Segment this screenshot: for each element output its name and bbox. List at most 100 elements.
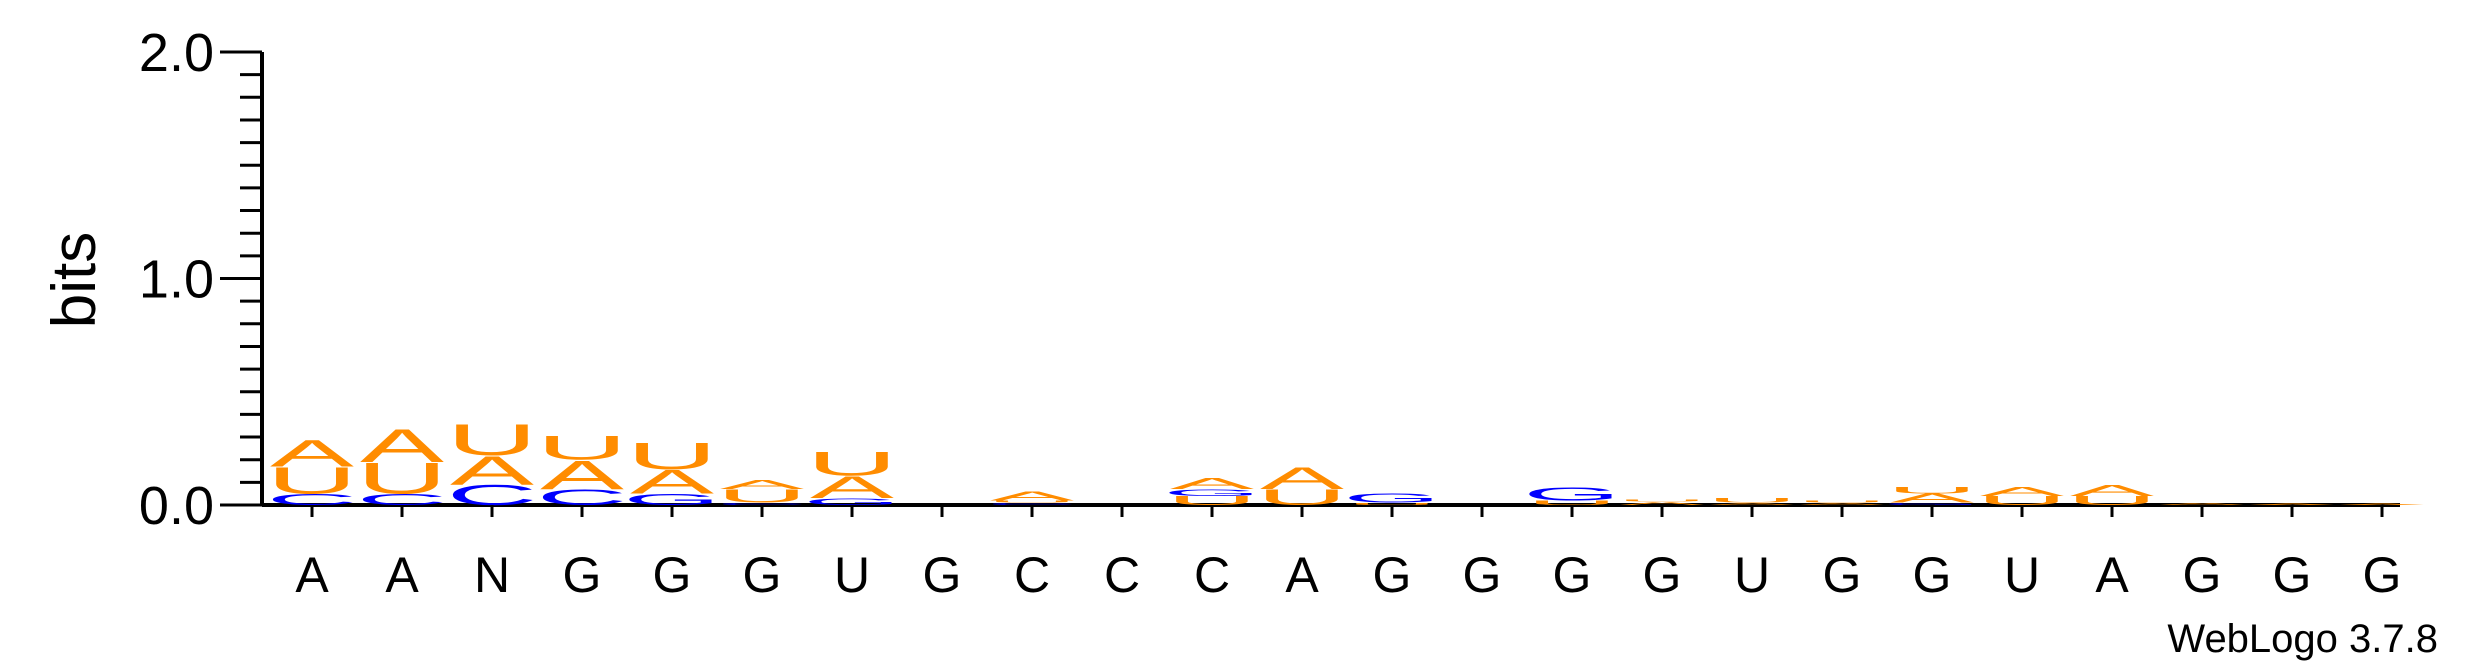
logo-letter-u: U bbox=[717, 486, 808, 507]
logo-letter-u: U bbox=[537, 428, 628, 467]
logo-letter-u: U bbox=[2067, 494, 2158, 508]
logo-letter-c: C bbox=[717, 502, 808, 506]
logo-letter-u: U bbox=[987, 500, 1078, 504]
letter-stack: CUA bbox=[987, 489, 1078, 506]
y-tick-label: 1.0 bbox=[139, 250, 214, 310]
x-tick-label: C bbox=[1014, 547, 1050, 603]
x-tick-label: A bbox=[2095, 547, 2129, 603]
logo-letter-u: U bbox=[1707, 497, 1798, 504]
logo-letter-g: G bbox=[1523, 483, 1621, 504]
x-tick-label: G bbox=[1643, 547, 1682, 603]
logo-letter-u: U bbox=[1167, 494, 1258, 508]
logo-letter-a: A bbox=[1890, 491, 1974, 505]
letter-stack: UG bbox=[1523, 483, 1621, 506]
letter-stack: UGA bbox=[1163, 475, 1261, 508]
logo-letter-u: U bbox=[627, 435, 718, 477]
y-tick-label: 2.0 bbox=[139, 23, 214, 83]
logo-letter-a: A bbox=[720, 478, 804, 492]
letter-stack: CUA bbox=[267, 432, 358, 508]
logo-letter-a: A bbox=[1710, 502, 1795, 506]
letter-stack: CUA bbox=[357, 420, 448, 509]
x-tick-label: C bbox=[1194, 547, 1230, 603]
x-tick-label: U bbox=[2004, 547, 2040, 603]
logo-letter-g: G bbox=[1343, 491, 1441, 505]
logo-letter-a: A bbox=[450, 447, 535, 493]
y-tick-labels: 0.0 1.0 2.0 bbox=[139, 23, 214, 536]
logo-letter-a: A bbox=[630, 462, 715, 501]
x-tick-label: U bbox=[834, 547, 870, 603]
logo-letter-g: G bbox=[803, 496, 901, 507]
y-axis-title: bits bbox=[40, 232, 109, 328]
y-ticks bbox=[220, 50, 262, 507]
logo-letter-a: A bbox=[1980, 485, 2064, 499]
logo-letter-u: U bbox=[267, 460, 358, 502]
logo-letter-a: A bbox=[2250, 504, 2335, 506]
x-tick-label: G bbox=[1553, 547, 1592, 603]
x-tick-label: G bbox=[1373, 547, 1412, 603]
logo-letter-a: A bbox=[2340, 504, 2425, 506]
logo-letter-a: A bbox=[1620, 501, 1705, 506]
logo-letter-a: A bbox=[1170, 475, 1254, 493]
x-tick-label: A bbox=[1285, 547, 1319, 603]
letter-stack: AU bbox=[1617, 499, 1708, 506]
x-tick-label: U bbox=[1734, 547, 1770, 603]
letter-stack: UA bbox=[2067, 482, 2158, 508]
logo-letter-a: A bbox=[2160, 502, 2245, 506]
x-tick-label: G bbox=[2273, 547, 2312, 603]
logo-letter-a: A bbox=[1800, 502, 1885, 506]
logo-letter-a: A bbox=[540, 452, 625, 498]
letter-stack: UG bbox=[1343, 491, 1441, 505]
logo-letter-u: U bbox=[357, 454, 448, 503]
logo-letter-c: C bbox=[357, 491, 448, 509]
letter-stack: AU bbox=[1797, 500, 1888, 506]
x-tick-label: G bbox=[923, 547, 962, 603]
x-tick-label: G bbox=[2363, 547, 2402, 603]
letter-stack: A bbox=[2160, 502, 2245, 506]
x-tick-label: G bbox=[563, 547, 602, 603]
y-tick-label: 0.0 bbox=[139, 476, 214, 536]
logo-letter-u: U bbox=[1797, 500, 1888, 504]
logo-letter-u: U bbox=[807, 444, 898, 483]
letter-stack: GAU bbox=[803, 444, 901, 507]
logo-letter-a: A bbox=[2070, 482, 2154, 500]
x-tick-label: A bbox=[295, 547, 329, 603]
letter-stack: GAU bbox=[1883, 485, 1981, 506]
logo-letter-u: U bbox=[1347, 502, 1438, 506]
letter-stack: GAU bbox=[623, 435, 721, 509]
x-tick-label: G bbox=[1823, 547, 1862, 603]
x-tick-label: A bbox=[385, 547, 419, 603]
logo-letter-c: C bbox=[267, 491, 358, 509]
letter-stack: AU bbox=[1707, 497, 1798, 506]
x-tick-label: G bbox=[2183, 547, 2222, 603]
logo-letter-g: G bbox=[1163, 487, 1261, 498]
logo-letter-a: A bbox=[360, 420, 445, 473]
letter-stack: A bbox=[2250, 504, 2335, 506]
letter-stack: CAU bbox=[537, 428, 628, 510]
letter-stack: UA bbox=[1257, 461, 1348, 510]
logo-letter-a: A bbox=[990, 489, 1074, 503]
letter-stack: CUA bbox=[717, 478, 808, 507]
x-tick-label: G bbox=[1913, 547, 1952, 603]
x-tick-label: N bbox=[474, 547, 510, 603]
logo-letter-g: G bbox=[1883, 502, 1981, 506]
logo-letter-u: U bbox=[447, 415, 538, 464]
x-tick-label: G bbox=[653, 547, 692, 603]
logo-letter-u: U bbox=[1977, 494, 2068, 508]
logo-letter-a: A bbox=[270, 432, 354, 474]
logo-letter-g: G bbox=[623, 491, 721, 509]
letter-stack: UA bbox=[1977, 485, 2068, 508]
logo-letter-u: U bbox=[1617, 499, 1708, 503]
weblogo-footer: WebLogo 3.7.8 bbox=[2167, 617, 2438, 661]
logo-letter-a: A bbox=[1260, 461, 1345, 496]
letter-stack: CAU bbox=[447, 415, 538, 511]
x-tick-label: C bbox=[1104, 547, 1140, 603]
letter-stack: A bbox=[2340, 504, 2425, 506]
logo-letter-u: U bbox=[1887, 485, 1978, 496]
logo-letter-a: A bbox=[810, 470, 895, 505]
x-tick-label: G bbox=[743, 547, 782, 603]
logo-letter-c: C bbox=[987, 502, 1078, 506]
logo-letter-u: U bbox=[1527, 499, 1618, 506]
